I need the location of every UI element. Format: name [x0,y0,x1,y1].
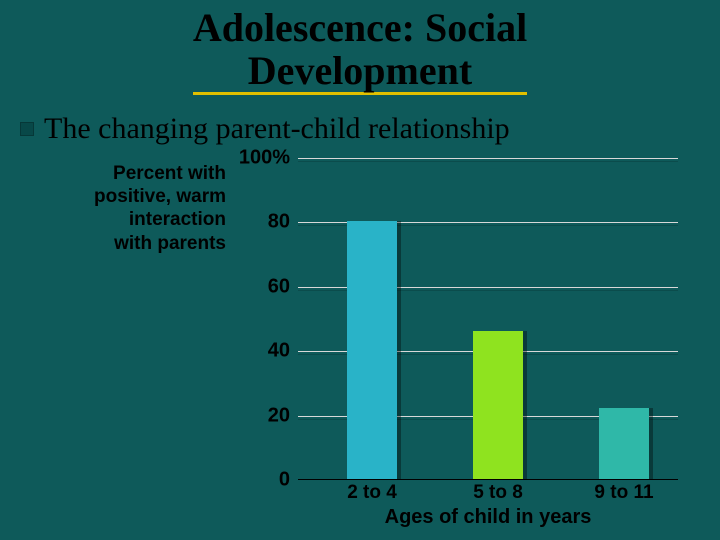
y-axis-ticks: 020406080100% [228,158,294,480]
y-tick-label: 60 [226,275,290,298]
y-tick-label: 100% [226,147,290,170]
y-tick-label: 40 [226,340,290,363]
bar-chart: Percent with positive, warm interaction … [54,158,686,528]
gridline [298,158,678,159]
y-tick-label: 80 [226,211,290,234]
plot-area [298,158,678,480]
bullet-item: The changing parent-child relationship [20,112,700,146]
x-tick-label: 9 to 11 [594,482,653,504]
x-axis-title: Ages of child in years [298,506,678,529]
y-axis-label: Percent with positive, warm interaction … [54,162,226,255]
title-line-2: Development [248,48,472,93]
bar [599,408,649,479]
x-tick-label: 5 to 8 [473,482,523,504]
y-tick-label: 0 [226,469,290,492]
slide-title: Adolescence: Social Development [0,6,720,95]
bullet-text: The changing parent-child relationship [44,112,510,145]
x-tick-label: 2 to 4 [347,482,397,504]
baseline [298,479,678,480]
bar [473,331,523,479]
bar [347,221,397,479]
square-bullet-icon [20,122,34,136]
y-tick-label: 20 [226,404,290,427]
title-line-1: Adolescence: Social [193,5,527,50]
slide-title-text: Adolescence: Social Development [193,6,527,95]
